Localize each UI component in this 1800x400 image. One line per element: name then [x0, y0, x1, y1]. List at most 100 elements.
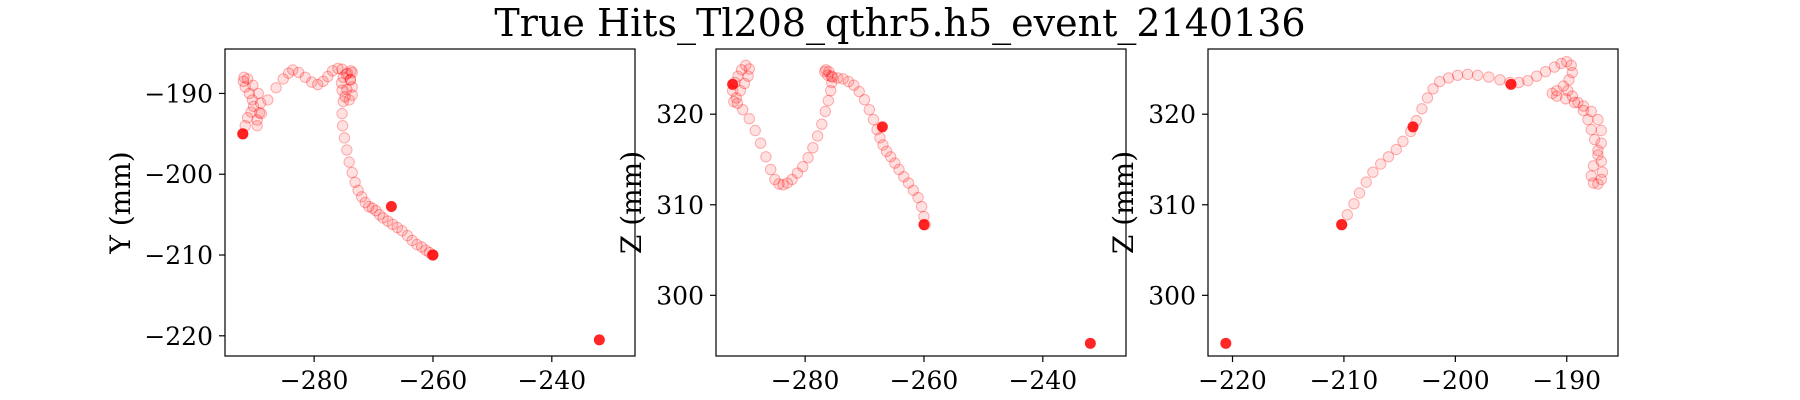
track-point	[311, 78, 324, 91]
track-point	[1592, 113, 1604, 126]
track-point	[1566, 66, 1579, 79]
track-point	[1592, 178, 1604, 190]
track-point	[238, 71, 250, 83]
track-point	[760, 151, 772, 163]
track-point	[1421, 92, 1434, 104]
track-point	[1471, 69, 1484, 81]
track-point	[1461, 68, 1474, 81]
track-point	[832, 72, 844, 84]
track-point	[241, 111, 254, 124]
figure-title: True Hits_Tl208_qthr5.h5_event_2140136	[494, 1, 1305, 46]
track-point	[406, 234, 418, 247]
track-point	[338, 132, 351, 144]
track-point	[337, 71, 349, 83]
track-point	[1546, 87, 1558, 100]
track-point	[262, 94, 274, 106]
track-point	[1390, 143, 1402, 156]
track-point	[1360, 176, 1372, 188]
track-point	[363, 200, 375, 213]
track-point	[1494, 74, 1506, 86]
x-tick-label: −190	[1532, 366, 1601, 395]
track-point	[237, 75, 250, 88]
track-point	[336, 120, 349, 132]
track-point	[415, 241, 428, 253]
track-point	[737, 103, 749, 116]
track-point	[743, 63, 755, 75]
hit-point	[1505, 78, 1517, 90]
track-point	[819, 105, 832, 118]
track-point	[797, 161, 809, 173]
track-point	[816, 118, 828, 130]
track-point	[1595, 124, 1607, 137]
subplot-xy: −280 −260 −240 −220 −210 −200 −190 Y (mm)	[104, 48, 636, 395]
track-point	[848, 79, 860, 91]
track-point	[1577, 100, 1590, 112]
track-point	[287, 64, 299, 76]
hit-point	[593, 334, 605, 346]
track-point	[837, 73, 849, 85]
axes-frame	[224, 48, 636, 357]
track-point	[728, 95, 740, 108]
track-point	[377, 212, 389, 224]
axes-frame	[715, 48, 1127, 357]
track-point	[332, 62, 344, 75]
track-point	[340, 68, 352, 80]
track-point	[1592, 149, 1604, 161]
track-point	[1596, 166, 1609, 178]
track-point	[345, 65, 357, 77]
track-point	[270, 82, 282, 94]
track-point	[1566, 90, 1579, 102]
track-point	[807, 142, 819, 154]
hit-point	[427, 249, 439, 261]
track-point	[738, 77, 751, 90]
track-point	[1588, 133, 1601, 146]
track-point	[824, 84, 837, 97]
track-point	[247, 79, 259, 92]
track-point	[1585, 123, 1597, 136]
track-point	[1397, 135, 1409, 148]
track-point	[1382, 151, 1395, 163]
track-point	[292, 66, 305, 79]
track-point	[255, 107, 267, 120]
track-point	[346, 66, 358, 79]
track-point	[341, 144, 353, 156]
track-point	[306, 76, 318, 88]
track-point	[1427, 83, 1439, 95]
track-point	[867, 113, 880, 126]
track-point	[1548, 61, 1561, 73]
track-point	[396, 225, 408, 237]
track-point	[391, 221, 404, 234]
track-point	[826, 76, 838, 89]
track-point	[336, 84, 348, 96]
track-point	[732, 70, 744, 82]
track-point	[359, 196, 371, 209]
y-tick-label: −200	[144, 160, 213, 189]
track-point	[411, 238, 423, 251]
hit-point	[237, 128, 249, 140]
x-tick-label: −210	[1310, 366, 1379, 395]
track-point	[1595, 137, 1607, 149]
track-point	[254, 97, 267, 109]
track-point	[1522, 74, 1534, 87]
track-point	[749, 124, 761, 137]
hit-point	[1407, 121, 1419, 133]
track-point	[386, 218, 399, 231]
track-point	[802, 151, 814, 164]
track-point	[1572, 96, 1584, 109]
track-point	[1341, 209, 1353, 221]
track-point	[754, 137, 767, 149]
track-point	[858, 94, 871, 106]
track-point	[863, 103, 876, 116]
track-point	[341, 67, 354, 79]
track-point	[912, 191, 924, 204]
track-point	[341, 83, 353, 96]
track-point	[825, 70, 837, 82]
x-tick-label: −280	[280, 366, 349, 395]
track-point	[335, 77, 348, 89]
track-point	[326, 65, 339, 77]
x-tick-label: −220	[1198, 366, 1267, 395]
track-point	[781, 177, 794, 189]
track-point	[822, 69, 834, 81]
track-point	[884, 151, 897, 163]
subplot-yz: −220 −210 −200 −190 300 310 320 Z (mm)	[1107, 48, 1619, 395]
